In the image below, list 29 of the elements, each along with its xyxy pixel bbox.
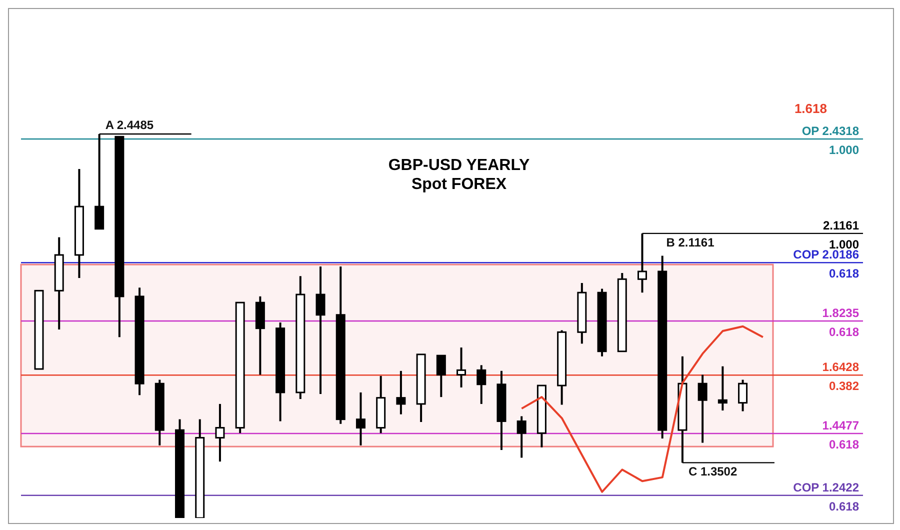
annotation: 0.618 xyxy=(828,438,860,452)
candlestick xyxy=(356,391,366,446)
annotation: 0.382 xyxy=(828,379,860,394)
annotation: 1.000 xyxy=(828,142,860,157)
annotation: 1.8235 xyxy=(822,306,860,320)
text: GBP-USD YEARLY xyxy=(387,156,531,175)
candlestick xyxy=(436,354,446,398)
annotation: 1.4477 xyxy=(822,418,860,433)
text: 1.618 xyxy=(794,101,827,116)
candlestick xyxy=(396,370,406,416)
candlestick xyxy=(738,378,748,412)
candlestick xyxy=(456,346,466,388)
annotation: COP 1.2422 xyxy=(793,480,860,494)
candlestick xyxy=(698,374,708,444)
annotation: 1.6428 xyxy=(822,360,860,374)
annotation: 2.1161 xyxy=(822,218,860,232)
candlestick xyxy=(215,402,225,463)
candlestick xyxy=(516,415,526,459)
annotation: OP 2.4318 xyxy=(802,124,860,138)
annotation: C 1.3502 xyxy=(688,464,738,479)
candlestick xyxy=(316,265,326,395)
candlestick xyxy=(476,364,486,405)
candlestick xyxy=(718,365,728,412)
annotation: 0.618 xyxy=(828,266,860,281)
annotation: A 2.4485 xyxy=(105,118,154,132)
text: Spot FOREX xyxy=(410,175,508,194)
annotation: B 2.1161 xyxy=(666,235,715,250)
annotation: 0.618 xyxy=(828,499,860,514)
annotation: 0.618 xyxy=(828,325,860,340)
